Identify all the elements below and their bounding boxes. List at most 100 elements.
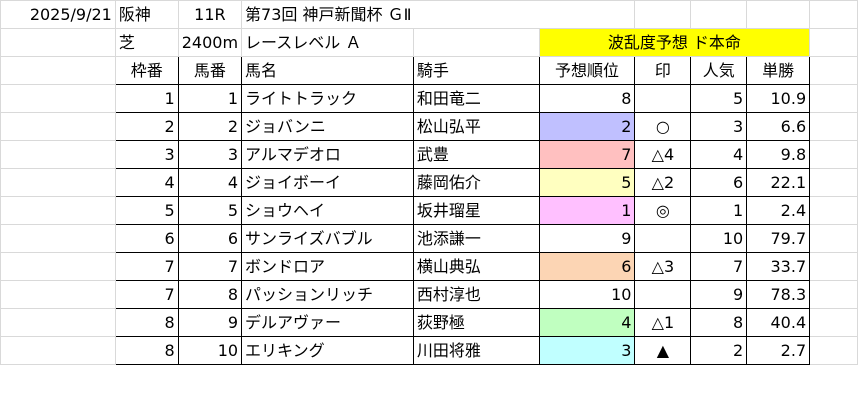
odds-cell[interactable]: 6.6 — [746, 112, 811, 141]
empty-cell[interactable] — [809, 336, 858, 365]
waku-cell[interactable]: 7 — [114, 280, 179, 309]
horse-name-cell[interactable]: エリキング — [241, 336, 414, 365]
pred-rank-cell[interactable]: 7 — [538, 140, 636, 169]
mark-cell[interactable] — [634, 224, 692, 253]
umaban-cell[interactable]: 6 — [177, 224, 243, 253]
jockey-cell[interactable]: 西村淳也 — [412, 280, 540, 309]
empty-cell[interactable] — [809, 224, 858, 253]
empty-cell[interactable] — [0, 112, 116, 141]
jockey-cell[interactable]: 川田将雅 — [412, 336, 540, 365]
waku-cell[interactable]: 4 — [114, 168, 179, 197]
horse-name-cell[interactable]: ジョバンニ — [241, 112, 414, 141]
jockey-cell[interactable]: 横山典弘 — [412, 252, 540, 281]
mark-cell[interactable]: △4 — [634, 140, 692, 169]
waku-cell[interactable]: 6 — [114, 224, 179, 253]
empty-cell[interactable] — [809, 280, 858, 309]
horse-name-cell[interactable]: ジョイボーイ — [241, 168, 414, 197]
horse-name-cell[interactable]: ボンドロア — [241, 252, 414, 281]
umaban-cell[interactable]: 1 — [177, 84, 243, 113]
umaban-cell[interactable]: 9 — [177, 308, 243, 337]
empty-cell[interactable] — [0, 28, 116, 57]
header-odds[interactable]: 単勝 — [746, 56, 811, 85]
race-venue[interactable]: 阪神 — [114, 0, 179, 29]
empty-cell[interactable] — [0, 308, 116, 337]
odds-cell[interactable]: 40.4 — [746, 308, 811, 337]
popularity-cell[interactable]: 9 — [690, 280, 748, 309]
empty-cell[interactable] — [809, 308, 858, 337]
jockey-cell[interactable]: 荻野極 — [412, 308, 540, 337]
jockey-cell[interactable]: 坂井瑠星 — [412, 196, 540, 225]
horse-name-cell[interactable]: アルマデオロ — [241, 140, 414, 169]
umaban-cell[interactable]: 2 — [177, 112, 243, 141]
empty-cell[interactable] — [809, 112, 858, 141]
waku-cell[interactable]: 2 — [114, 112, 179, 141]
jockey-cell[interactable]: 藤岡佑介 — [412, 168, 540, 197]
race-distance[interactable]: 2400m — [177, 28, 243, 57]
umaban-cell[interactable]: 8 — [177, 280, 243, 309]
empty-cell[interactable] — [0, 224, 116, 253]
umaban-cell[interactable]: 7 — [177, 252, 243, 281]
empty-cell[interactable] — [690, 0, 748, 29]
odds-cell[interactable]: 79.7 — [746, 224, 811, 253]
pred-rank-cell[interactable]: 4 — [538, 308, 636, 337]
mark-cell[interactable] — [634, 280, 692, 309]
popularity-cell[interactable]: 8 — [690, 308, 748, 337]
upset-forecast-banner[interactable]: 波乱度予想 ド本命 — [538, 28, 811, 57]
jockey-cell[interactable]: 和田竜二 — [412, 84, 540, 113]
pred-rank-cell[interactable]: 5 — [538, 168, 636, 197]
pred-rank-cell[interactable]: 6 — [538, 252, 636, 281]
pred-rank-cell[interactable]: 1 — [538, 196, 636, 225]
popularity-cell[interactable]: 2 — [690, 336, 748, 365]
umaban-cell[interactable]: 3 — [177, 140, 243, 169]
odds-cell[interactable]: 10.9 — [746, 84, 811, 113]
empty-cell[interactable] — [412, 28, 540, 57]
empty-cell[interactable] — [809, 252, 858, 281]
popularity-cell[interactable]: 4 — [690, 140, 748, 169]
waku-cell[interactable]: 1 — [114, 84, 179, 113]
waku-cell[interactable]: 8 — [114, 308, 179, 337]
empty-cell[interactable] — [809, 168, 858, 197]
header-jockey[interactable]: 騎手 — [412, 56, 540, 85]
mark-cell[interactable]: ▲ — [634, 336, 692, 365]
odds-cell[interactable]: 78.3 — [746, 280, 811, 309]
waku-cell[interactable]: 3 — [114, 140, 179, 169]
empty-cell[interactable] — [746, 0, 811, 29]
horse-name-cell[interactable]: デルアヴァー — [241, 308, 414, 337]
race-number[interactable]: 11R — [177, 0, 243, 29]
umaban-cell[interactable]: 10 — [177, 336, 243, 365]
popularity-cell[interactable]: 10 — [690, 224, 748, 253]
odds-cell[interactable]: 9.8 — [746, 140, 811, 169]
horse-name-cell[interactable]: パッションリッチ — [241, 280, 414, 309]
race-name[interactable]: 第73回 神戸新聞杯 ＧⅡ — [241, 0, 636, 29]
jockey-cell[interactable]: 松山弘平 — [412, 112, 540, 141]
waku-cell[interactable]: 7 — [114, 252, 179, 281]
empty-cell[interactable] — [809, 28, 858, 57]
empty-cell[interactable] — [0, 140, 116, 169]
umaban-cell[interactable]: 5 — [177, 196, 243, 225]
popularity-cell[interactable]: 5 — [690, 84, 748, 113]
empty-cell[interactable] — [809, 140, 858, 169]
pred-rank-cell[interactable]: 2 — [538, 112, 636, 141]
mark-cell[interactable]: △1 — [634, 308, 692, 337]
empty-cell[interactable] — [0, 84, 116, 113]
odds-cell[interactable]: 22.1 — [746, 168, 811, 197]
empty-cell[interactable] — [809, 0, 858, 29]
pred-rank-cell[interactable]: 10 — [538, 280, 636, 309]
pred-rank-cell[interactable]: 3 — [538, 336, 636, 365]
empty-cell[interactable] — [0, 336, 116, 365]
race-level[interactable]: レースレベル Ａ — [241, 28, 414, 57]
waku-cell[interactable]: 8 — [114, 336, 179, 365]
empty-cell[interactable] — [0, 196, 116, 225]
empty-cell[interactable] — [634, 0, 692, 29]
mark-cell[interactable]: △2 — [634, 168, 692, 197]
odds-cell[interactable]: 33.7 — [746, 252, 811, 281]
popularity-cell[interactable]: 3 — [690, 112, 748, 141]
pred-rank-cell[interactable]: 9 — [538, 224, 636, 253]
mark-cell[interactable] — [634, 84, 692, 113]
header-mark[interactable]: 印 — [634, 56, 692, 85]
race-date[interactable]: 2025/9/21 — [0, 0, 116, 29]
header-waku[interactable]: 枠番 — [114, 56, 179, 85]
track-surface[interactable]: 芝 — [114, 28, 179, 57]
jockey-cell[interactable]: 池添謙一 — [412, 224, 540, 253]
popularity-cell[interactable]: 6 — [690, 168, 748, 197]
